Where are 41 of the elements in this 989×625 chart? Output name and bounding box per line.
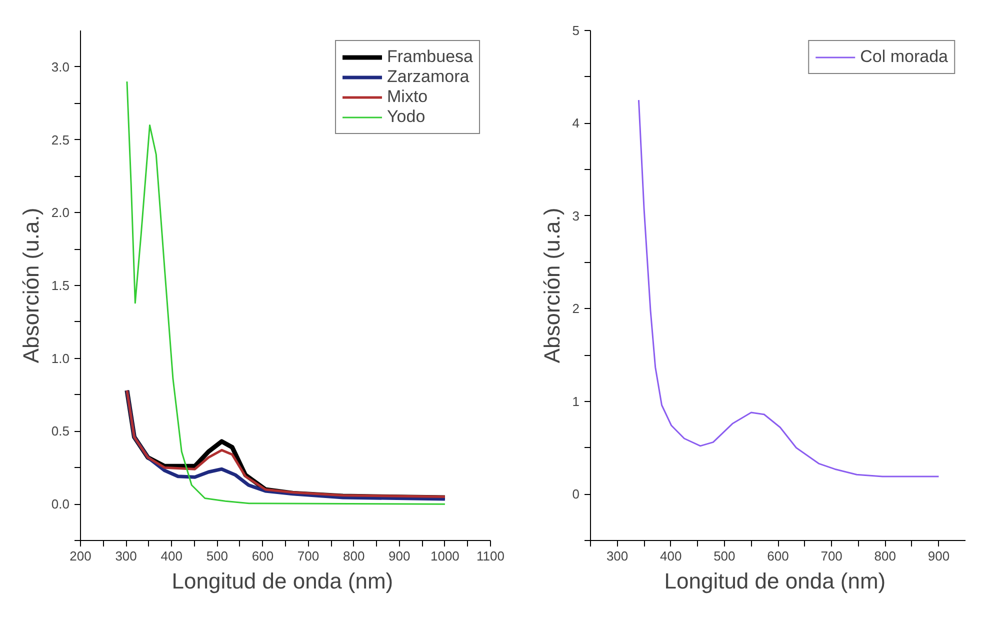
x-tick-label: 900 bbox=[928, 548, 950, 564]
x-tick-label: 700 bbox=[297, 548, 320, 564]
x-tick-label: 1000 bbox=[430, 548, 460, 564]
y-tick-label: 3 bbox=[572, 208, 580, 224]
x-tick-label: 600 bbox=[252, 548, 274, 564]
legend-label: Mixto bbox=[387, 87, 428, 107]
x-axis-title: Longitud de onda (nm) bbox=[664, 568, 886, 594]
y-tick-label: 1 bbox=[572, 394, 580, 409]
y-tick-label: 4 bbox=[572, 116, 580, 131]
y-tick-label: 0 bbox=[572, 486, 580, 502]
y-tick-label: 2 bbox=[572, 301, 580, 316]
legend-label: Frambuesa bbox=[387, 47, 473, 67]
x-tick-label: 500 bbox=[206, 548, 228, 564]
y-tick-label: 1.5 bbox=[51, 278, 70, 293]
y-tick-label: 2.5 bbox=[51, 132, 70, 148]
legend-label: Yodo bbox=[387, 107, 426, 127]
x-axis-title: Longitud de onda (nm) bbox=[172, 568, 394, 594]
y-axis-title: Absorción (u.a.) bbox=[539, 208, 564, 364]
x-tick-label: 800 bbox=[874, 548, 896, 564]
x-tick-label: 600 bbox=[767, 548, 789, 564]
x-tick-label: 300 bbox=[115, 548, 137, 564]
x-tick-label: 900 bbox=[388, 548, 410, 564]
y-tick-label: 2.0 bbox=[51, 205, 70, 220]
x-tick-label: 200 bbox=[70, 548, 92, 564]
x-tick-label: 800 bbox=[342, 548, 365, 564]
line-series bbox=[638, 99, 940, 478]
x-tick-label: 1100 bbox=[476, 548, 504, 564]
x-tick-label: 300 bbox=[606, 548, 628, 564]
legend-label: Zarzamora bbox=[387, 67, 470, 87]
y-tick-label: 5 bbox=[572, 23, 580, 38]
x-tick-label: 400 bbox=[160, 548, 182, 564]
x-tick-label: 400 bbox=[660, 548, 682, 564]
line-series bbox=[126, 80, 446, 505]
y-tick-label: 0.5 bbox=[51, 424, 70, 439]
x-tick-label: 700 bbox=[820, 548, 842, 564]
y-tick-label: 3.0 bbox=[51, 59, 70, 74]
y-axis-title: Absorción (u.a.) bbox=[18, 208, 44, 364]
y-tick-label: 0.0 bbox=[51, 496, 70, 512]
legend-label: Col morada bbox=[860, 47, 948, 67]
x-tick-label: 500 bbox=[714, 548, 736, 564]
y-tick-label: 1.0 bbox=[51, 350, 70, 366]
